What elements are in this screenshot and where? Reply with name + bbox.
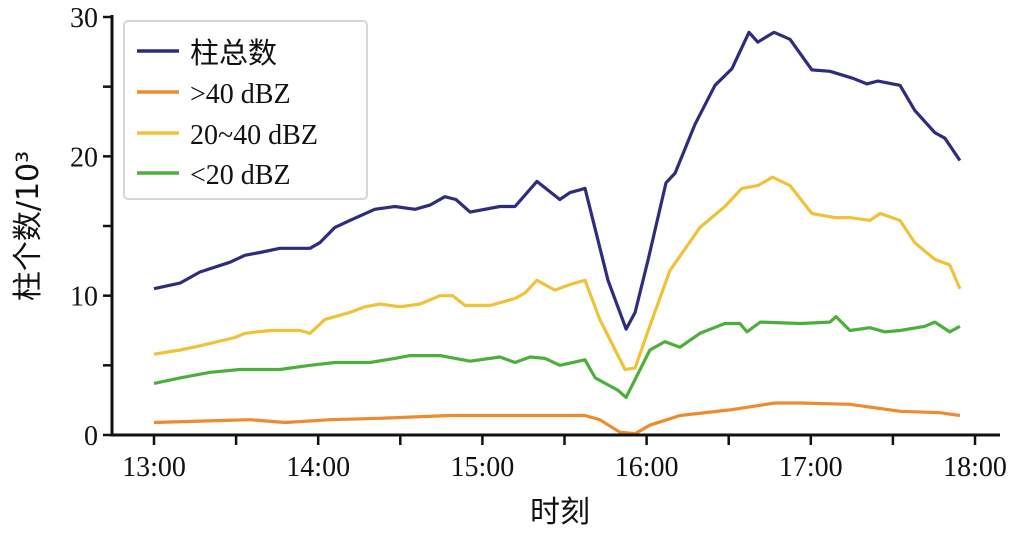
y-tick-label: 0 (84, 421, 98, 452)
legend-box (123, 20, 368, 200)
x-tick-label: 16:00 (615, 452, 679, 483)
x-tick-label: 18:00 (943, 452, 1007, 483)
legend-label-gt40: >40 dBZ (190, 79, 291, 110)
legend-label-20-40: 20~40 dBZ (190, 120, 318, 151)
x-tick-label: 15:00 (451, 452, 515, 483)
y-tick-label: 10 (70, 282, 98, 313)
series-line-3 (153, 315, 961, 399)
legend-label-lt20: <20 dBZ (190, 160, 291, 191)
x-tick-label: 14:00 (286, 452, 350, 483)
ticks: 0 10 20 30 13:00 14:00 15:00 16:00 17:00 18:00 (70, 3, 1007, 483)
legend: 柱总数 >40 dBZ 20~40 dBZ <20 dBZ (123, 20, 368, 200)
y-tick-label: 30 (70, 3, 98, 34)
series-line-0 (153, 30, 962, 331)
series-line-1 (153, 401, 961, 436)
y-axis-title: 柱个数/10³ (11, 151, 46, 301)
y-tick-label: 20 (70, 142, 98, 173)
x-tick-label: 13:00 (122, 452, 186, 483)
legend-label-total: 柱总数 (190, 36, 277, 70)
series-line-2 (153, 175, 962, 372)
x-axis-title: 时刻 (530, 495, 590, 530)
x-tick-label: 17:00 (779, 452, 843, 483)
series-layer (153, 30, 962, 436)
